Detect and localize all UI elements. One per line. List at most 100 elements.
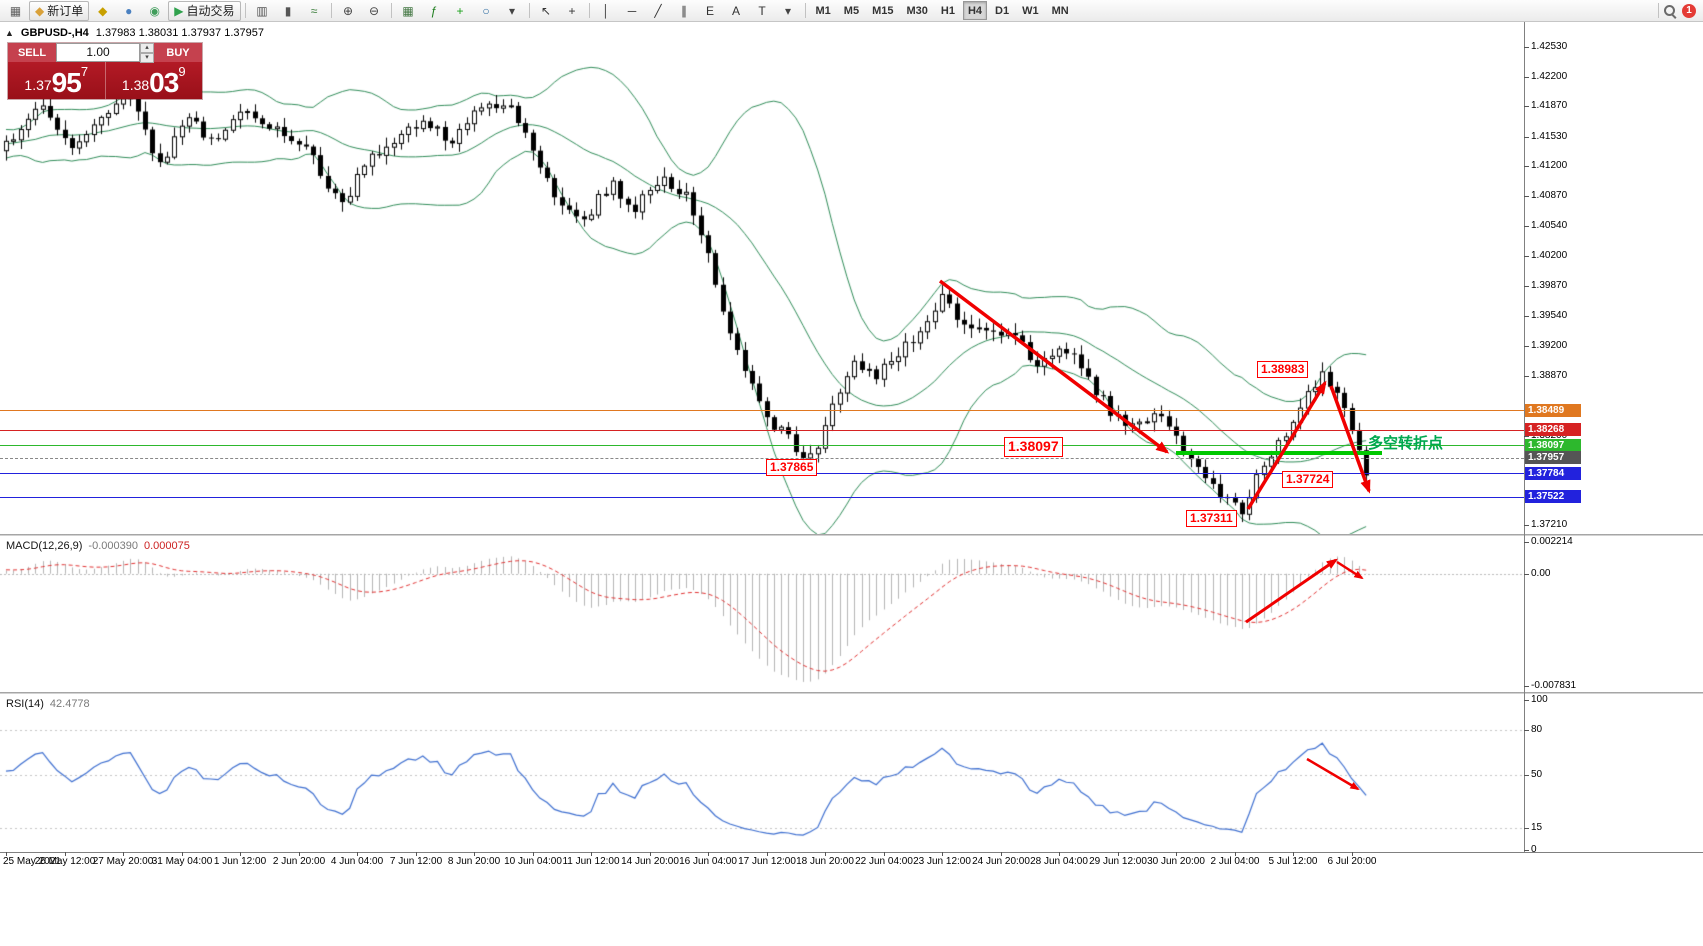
price-tick-label: 1.41870 xyxy=(1531,100,1568,111)
market-watch-icon[interactable]: ◆ xyxy=(90,1,115,21)
time-tick xyxy=(182,852,183,856)
macd-signal-value: 0.000075 xyxy=(143,540,190,552)
period-icon[interactable]: ○ xyxy=(474,1,499,21)
cursor-icon[interactable]: ↖ xyxy=(534,1,559,21)
price-level-line-1.37784[interactable] xyxy=(0,473,1524,474)
channel-icon[interactable]: ∥ xyxy=(672,1,697,21)
volume-input[interactable]: 1.00 xyxy=(56,43,140,62)
macd-tick xyxy=(1524,542,1529,543)
price-callout[interactable]: 1.37311 xyxy=(1186,510,1237,527)
time-tick-label: 23 Jun 12:00 xyxy=(913,856,971,867)
price-level-label-1.37784[interactable]: 1.37784 xyxy=(1525,467,1581,480)
text-icon: A xyxy=(731,3,740,18)
price-tick-label: 1.40540 xyxy=(1531,220,1568,231)
timeframe-m15[interactable]: M15 xyxy=(872,4,894,17)
text-icon[interactable]: A xyxy=(724,1,749,21)
fibonacci-icon[interactable]: E xyxy=(698,1,723,21)
sell-price[interactable]: 1.37 95 7 xyxy=(8,62,106,99)
price-tick xyxy=(1524,137,1529,138)
autotrading-button[interactable]: ▶ 自动交易 xyxy=(168,0,241,21)
price-callout[interactable]: 1.37865 xyxy=(766,459,818,476)
buy-button[interactable]: BUY xyxy=(154,43,202,62)
timeframe-m30[interactable]: M30 xyxy=(906,4,928,17)
price-level-label-1.38097[interactable]: 1.38097 xyxy=(1525,439,1581,452)
turning-point-label[interactable]: 多空转折点 xyxy=(1368,435,1444,452)
price-level-line-1.38268[interactable] xyxy=(0,430,1524,431)
price-level-label-1.38489[interactable]: 1.38489 xyxy=(1525,404,1581,417)
timeframe-d1[interactable]: D1 xyxy=(995,4,1010,17)
time-tick xyxy=(65,852,66,856)
timeframe-w1[interactable]: W1 xyxy=(1022,4,1039,17)
rsi-tick xyxy=(1524,700,1529,701)
tile-windows-icon: ▦ xyxy=(402,3,414,18)
buy-price[interactable]: 1.38 03 9 xyxy=(106,62,203,99)
horizontal-line-icon[interactable]: ─ xyxy=(620,1,645,21)
templates-dropdown[interactable]: ▾ xyxy=(500,1,525,21)
candlestick-chart-icon[interactable]: ▮ xyxy=(276,1,301,21)
pane-separator-macd[interactable] xyxy=(0,534,1703,536)
timeframe-m1[interactable]: M1 xyxy=(815,4,831,17)
price-scale-border xyxy=(1524,22,1525,852)
sell-button[interactable]: SELL xyxy=(8,43,56,62)
price-tick-label: 1.39870 xyxy=(1531,280,1568,291)
vertical-line-icon[interactable]: │ xyxy=(594,1,619,21)
tile-windows-icon[interactable]: ▦ xyxy=(396,1,421,21)
rsi-header: RSI(14) 42.4778 xyxy=(6,698,90,710)
timeframe-h4[interactable]: H4 xyxy=(962,1,987,20)
volume-down-button[interactable]: ▾ xyxy=(140,53,154,63)
add-indicator-icon[interactable]: + xyxy=(448,1,473,21)
rsi-indicator-canvas[interactable] xyxy=(0,694,1524,852)
zoom-in-icon[interactable]: ⊕ xyxy=(336,1,361,21)
price-level-line-1.38489[interactable] xyxy=(0,410,1524,411)
price-level-line-1.37957[interactable] xyxy=(0,458,1524,459)
crosshair-icon[interactable]: + xyxy=(560,1,585,21)
time-tick xyxy=(591,852,592,856)
toolbar-separator xyxy=(1658,3,1659,18)
alerts-icon[interactable]: ◉ xyxy=(142,1,167,21)
bar-chart-icon: ▥ xyxy=(256,3,268,18)
rsi-tick xyxy=(1524,828,1529,829)
price-level-label-1.37522[interactable]: 1.37522 xyxy=(1525,490,1581,503)
one-click-collapse-icon[interactable]: ▲ xyxy=(5,28,14,38)
time-tick-label: 27 May 20:00 xyxy=(92,856,154,867)
line-chart-icon[interactable]: ≈ xyxy=(302,1,327,21)
new-order-button[interactable]: ◆ 新订单 xyxy=(29,0,90,21)
price-tick xyxy=(1524,316,1529,317)
chart-window-icon[interactable]: ▦ xyxy=(3,1,28,21)
time-tick-label: 31 May 04:00 xyxy=(151,856,213,867)
price-callout[interactable]: 1.38983 xyxy=(1257,361,1309,378)
trendline-icon[interactable]: ╱ xyxy=(646,1,671,21)
alerts-icon: ◉ xyxy=(149,3,160,18)
label-icon[interactable]: T xyxy=(750,1,775,21)
objects-dropdown[interactable]: ▾ xyxy=(776,1,801,21)
price-tick xyxy=(1524,256,1529,257)
zoom-out-icon[interactable]: ⊖ xyxy=(362,1,387,21)
ohlc-values: 1.37983 1.38031 1.37937 1.37957 xyxy=(95,27,264,39)
price-level-line-1.37522[interactable] xyxy=(0,497,1524,498)
timeframe-mn[interactable]: MN xyxy=(1051,4,1069,17)
search-icon[interactable] xyxy=(1663,4,1677,18)
price-callout[interactable]: 1.38097 xyxy=(1004,437,1063,457)
macd-indicator-canvas[interactable] xyxy=(0,536,1524,692)
bar-chart-icon[interactable]: ▥ xyxy=(250,1,275,21)
price-callout[interactable]: 1.37724 xyxy=(1282,471,1334,488)
time-tick-label: 29 Jun 12:00 xyxy=(1089,856,1147,867)
time-tick xyxy=(1059,852,1060,856)
time-tick xyxy=(123,852,124,856)
time-tick-label: 22 Jun 04:00 xyxy=(855,856,913,867)
timeframe-h1[interactable]: H1 xyxy=(940,4,955,17)
price-level-line-1.38097[interactable] xyxy=(0,445,1524,446)
price-tick-label: 1.42200 xyxy=(1531,71,1568,82)
notification-badge[interactable]: 1 xyxy=(1682,3,1696,18)
indicators-icon[interactable]: ƒ xyxy=(422,1,447,21)
pane-separator-rsi[interactable] xyxy=(0,692,1703,694)
support-highlight-line[interactable] xyxy=(1176,451,1382,455)
line-chart-icon: ≈ xyxy=(310,3,318,18)
price-level-label-1.38268[interactable]: 1.38268 xyxy=(1525,423,1581,436)
profiles-icon[interactable]: ● xyxy=(116,1,141,21)
volume-up-button[interactable]: ▴ xyxy=(140,43,154,53)
rsi-tick xyxy=(1524,850,1529,851)
timeframe-m5[interactable]: M5 xyxy=(843,4,860,17)
price-level-label-1.37957[interactable]: 1.37957 xyxy=(1525,451,1581,464)
sell-price-small: 1.37 xyxy=(24,77,52,93)
